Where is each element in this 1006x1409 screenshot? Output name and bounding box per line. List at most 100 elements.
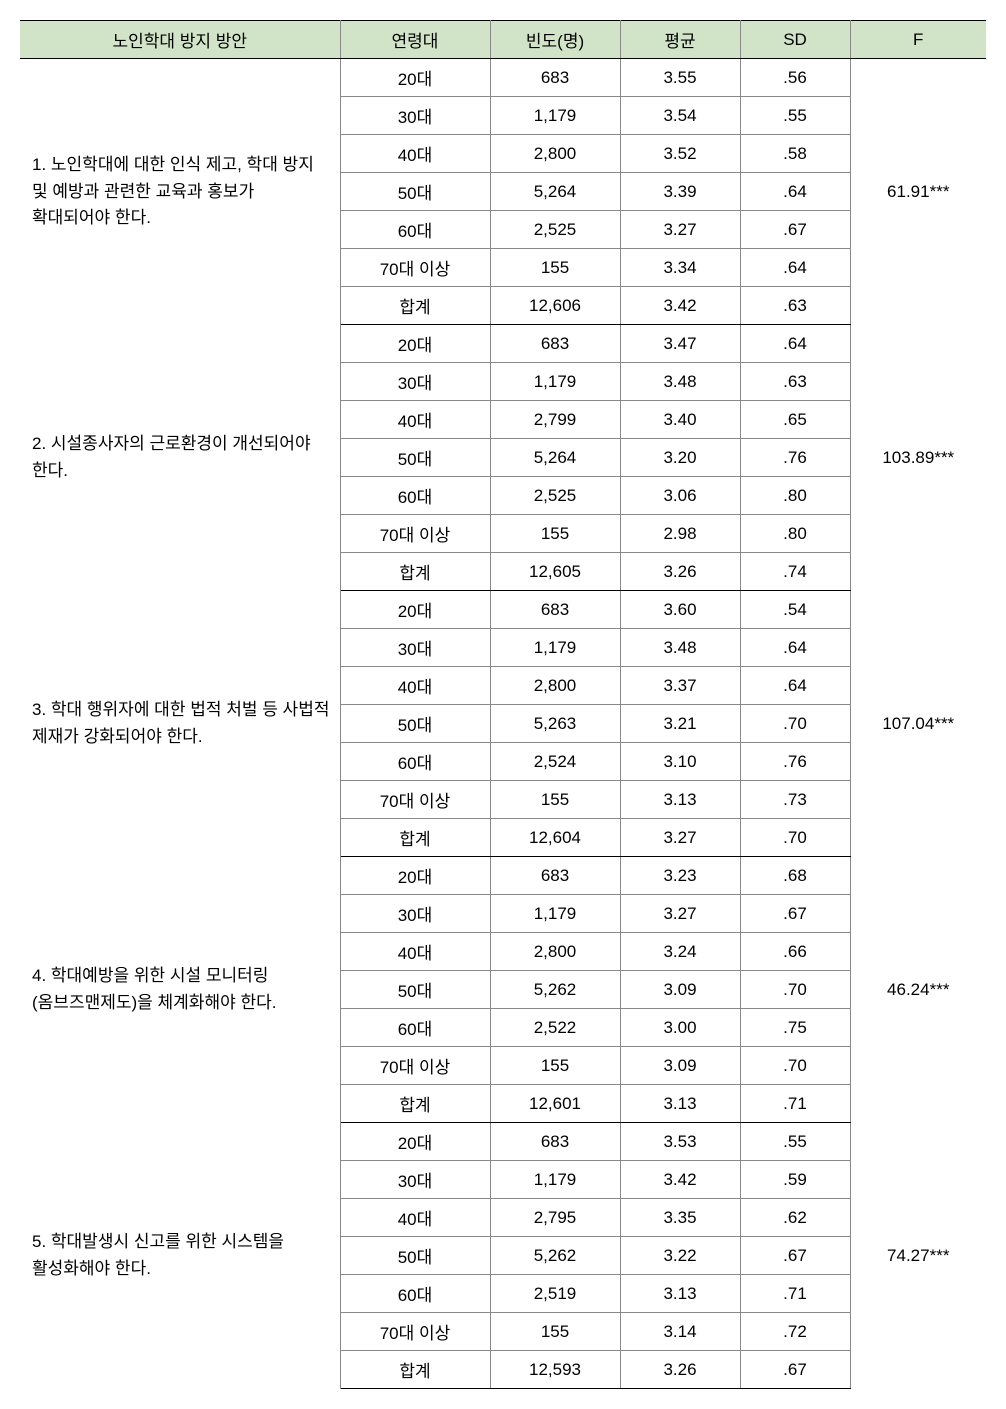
header-age: 연령대	[340, 21, 490, 59]
sd-cell: .74	[740, 553, 850, 591]
age-cell: 합계	[340, 1085, 490, 1123]
sd-cell: .65	[740, 401, 850, 439]
freq-cell: 155	[490, 781, 620, 819]
sd-cell: .70	[740, 1047, 850, 1085]
sd-cell: .72	[740, 1313, 850, 1351]
sd-cell: .80	[740, 477, 850, 515]
freq-cell: 1,179	[490, 895, 620, 933]
freq-cell: 5,264	[490, 173, 620, 211]
age-cell: 60대	[340, 743, 490, 781]
freq-cell: 2,524	[490, 743, 620, 781]
age-cell: 20대	[340, 1123, 490, 1161]
mean-cell: 3.52	[620, 135, 740, 173]
freq-cell: 2,525	[490, 477, 620, 515]
header-measure: 노인학대 방지 방안	[20, 21, 340, 59]
mean-cell: 3.42	[620, 1161, 740, 1199]
age-cell: 합계	[340, 287, 490, 325]
mean-cell: 3.27	[620, 211, 740, 249]
sd-cell: .75	[740, 1009, 850, 1047]
mean-cell: 3.10	[620, 743, 740, 781]
freq-cell: 12,606	[490, 287, 620, 325]
sd-cell: .59	[740, 1161, 850, 1199]
mean-cell: 3.13	[620, 1275, 740, 1313]
age-cell: 50대	[340, 173, 490, 211]
mean-cell: 3.37	[620, 667, 740, 705]
measure-cell: 1. 노인학대에 대한 인식 제고, 학대 방지 및 예방과 관련한 교육과 홍…	[20, 59, 340, 325]
header-mean: 평균	[620, 21, 740, 59]
sd-cell: .63	[740, 363, 850, 401]
mean-cell: 3.13	[620, 781, 740, 819]
sd-cell: .76	[740, 743, 850, 781]
header-f: F	[850, 21, 986, 59]
mean-cell: 3.20	[620, 439, 740, 477]
mean-cell: 3.06	[620, 477, 740, 515]
freq-cell: 5,264	[490, 439, 620, 477]
freq-cell: 683	[490, 325, 620, 363]
mean-cell: 3.24	[620, 933, 740, 971]
mean-cell: 3.48	[620, 629, 740, 667]
freq-cell: 12,593	[490, 1351, 620, 1389]
mean-cell: 3.22	[620, 1237, 740, 1275]
table-row: 1. 노인학대에 대한 인식 제고, 학대 방지 및 예방과 관련한 교육과 홍…	[20, 59, 986, 97]
age-cell: 30대	[340, 97, 490, 135]
f-value-cell: 107.04***	[850, 591, 986, 857]
mean-cell: 3.27	[620, 895, 740, 933]
freq-cell: 5,262	[490, 1237, 620, 1275]
freq-cell: 683	[490, 857, 620, 895]
mean-cell: 3.55	[620, 59, 740, 97]
table-row: 3. 학대 행위자에 대한 법적 처벌 등 사법적 제재가 강화되어야 한다.2…	[20, 591, 986, 629]
sd-cell: .80	[740, 515, 850, 553]
sd-cell: .68	[740, 857, 850, 895]
age-cell: 50대	[340, 971, 490, 1009]
freq-cell: 155	[490, 515, 620, 553]
freq-cell: 2,800	[490, 135, 620, 173]
mean-cell: 3.09	[620, 1047, 740, 1085]
mean-cell: 3.14	[620, 1313, 740, 1351]
freq-cell: 683	[490, 591, 620, 629]
table-row: 4. 학대예방을 위한 시설 모니터링(옴브즈맨제도)을 체계화해야 한다.20…	[20, 857, 986, 895]
mean-cell: 3.00	[620, 1009, 740, 1047]
age-cell: 50대	[340, 705, 490, 743]
freq-cell: 12,604	[490, 819, 620, 857]
mean-cell: 3.39	[620, 173, 740, 211]
sd-cell: .67	[740, 1237, 850, 1275]
freq-cell: 155	[490, 1313, 620, 1351]
sd-cell: .64	[740, 249, 850, 287]
age-cell: 50대	[340, 1237, 490, 1275]
measure-cell: 3. 학대 행위자에 대한 법적 처벌 등 사법적 제재가 강화되어야 한다.	[20, 591, 340, 857]
age-cell: 50대	[340, 439, 490, 477]
measure-cell: 4. 학대예방을 위한 시설 모니터링(옴브즈맨제도)을 체계화해야 한다.	[20, 857, 340, 1123]
freq-cell: 1,179	[490, 1161, 620, 1199]
mean-cell: 3.13	[620, 1085, 740, 1123]
sd-cell: .66	[740, 933, 850, 971]
mean-cell: 3.54	[620, 97, 740, 135]
mean-cell: 3.48	[620, 363, 740, 401]
mean-cell: 3.60	[620, 591, 740, 629]
age-cell: 20대	[340, 591, 490, 629]
sd-cell: .62	[740, 1199, 850, 1237]
sd-cell: .73	[740, 781, 850, 819]
age-cell: 합계	[340, 1351, 490, 1389]
sd-cell: .67	[740, 895, 850, 933]
sd-cell: .63	[740, 287, 850, 325]
measure-cell: 5. 학대발생시 신고를 위한 시스템을 활성화해야 한다.	[20, 1123, 340, 1389]
freq-cell: 155	[490, 1047, 620, 1085]
header-freq: 빈도(명)	[490, 21, 620, 59]
sd-cell: .67	[740, 1351, 850, 1389]
sd-cell: .64	[740, 173, 850, 211]
mean-cell: 3.27	[620, 819, 740, 857]
freq-cell: 2,800	[490, 667, 620, 705]
freq-cell: 2,799	[490, 401, 620, 439]
sd-cell: .55	[740, 1123, 850, 1161]
mean-cell: 3.40	[620, 401, 740, 439]
sd-cell: .71	[740, 1085, 850, 1123]
age-cell: 40대	[340, 1199, 490, 1237]
freq-cell: 1,179	[490, 97, 620, 135]
age-cell: 30대	[340, 629, 490, 667]
freq-cell: 12,601	[490, 1085, 620, 1123]
freq-cell: 683	[490, 1123, 620, 1161]
mean-cell: 3.26	[620, 1351, 740, 1389]
freq-cell: 12,605	[490, 553, 620, 591]
f-value-cell: 61.91***	[850, 59, 986, 325]
age-cell: 합계	[340, 553, 490, 591]
